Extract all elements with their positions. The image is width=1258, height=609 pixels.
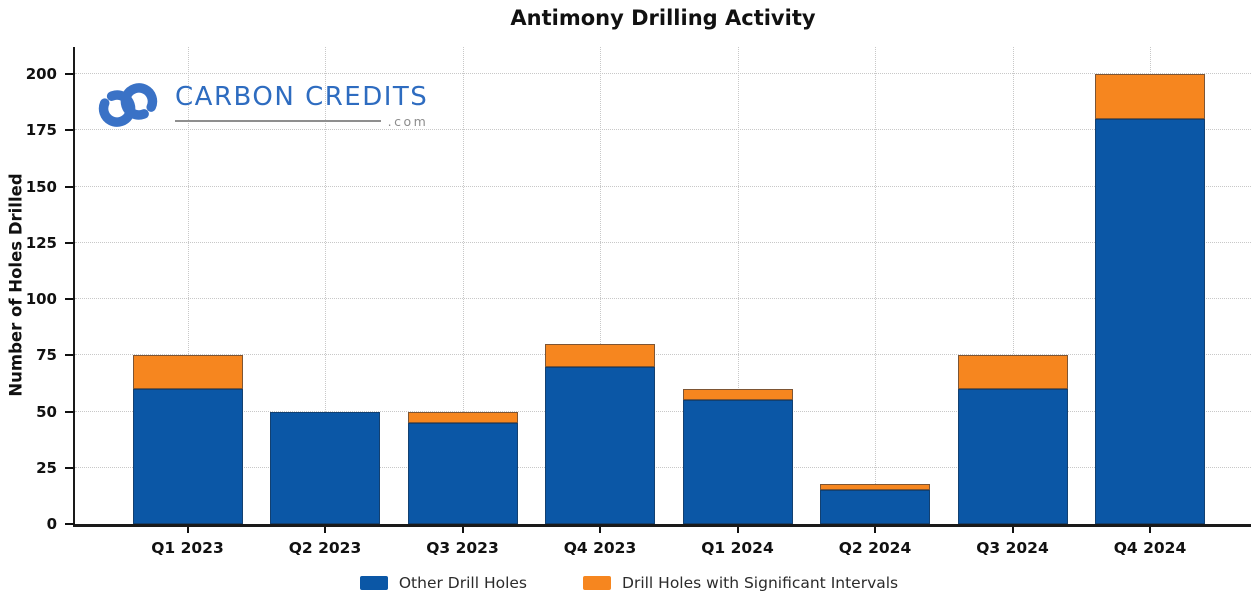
- bar-segment-significant-intervals: [820, 483, 930, 491]
- logo-rule: .com: [175, 114, 428, 129]
- x-tick-mark: [324, 527, 326, 533]
- bar-segment-significant-intervals: [682, 389, 793, 401]
- chart-title: Antimony Drilling Activity: [510, 6, 816, 30]
- y-tick-label: 75: [36, 346, 57, 365]
- bar-segment-other-drill-holes: [270, 411, 380, 524]
- logo-text: CARBON CREDITS .com: [175, 82, 428, 129]
- h-gridline: [75, 298, 1251, 299]
- x-tick-mark: [1011, 527, 1014, 533]
- bar-segment-significant-intervals: [132, 355, 243, 389]
- y-tick-label: 175: [25, 121, 57, 140]
- x-tick-mark: [186, 527, 189, 533]
- h-gridline: [75, 354, 1251, 356]
- v-gridline: [1012, 47, 1014, 524]
- legend: Other Drill Holes Drill Holes with Signif…: [0, 574, 1258, 592]
- x-tick-mark: [736, 527, 739, 533]
- carbon-credits-watermark: CARBON CREDITS .com: [91, 75, 428, 135]
- y-tick-mark: [65, 354, 75, 357]
- y-tick-mark: [65, 298, 75, 300]
- legend-label: Drill Holes with Significant Intervals: [622, 574, 899, 592]
- legend-item: Drill Holes with Significant Intervals: [583, 574, 898, 592]
- y-tick-mark: [65, 73, 75, 75]
- h-gridline: [75, 185, 1251, 187]
- x-tick-label: Q1 2024: [701, 539, 774, 557]
- v-gridline: [462, 47, 464, 524]
- plot-area: CARBON CREDITS .com 0 25 50 75 100 125 150 175 2…: [26, 47, 1251, 557]
- x-axis-spine: [72, 524, 1251, 527]
- h-gridline: [75, 241, 1251, 243]
- x-tick-label: Q4 2024: [1113, 539, 1187, 557]
- v-gridline: [600, 47, 601, 524]
- y-tick-mark: [65, 410, 75, 413]
- y-tick-mark: [65, 129, 75, 132]
- logo-brand: CARBON CREDITS: [175, 81, 429, 112]
- legend-swatch: [583, 576, 612, 590]
- h-gridline: [75, 410, 1251, 412]
- x-tick-mark: [461, 527, 464, 533]
- x-tick-label: Q2 2023: [288, 539, 362, 557]
- y-tick-label: 50: [36, 402, 57, 421]
- y-axis-spine: [72, 47, 75, 527]
- x-tick-mark: [599, 527, 601, 533]
- bar-segment-significant-intervals: [957, 355, 1068, 389]
- bar-segment-other-drill-holes: [132, 389, 243, 524]
- h-gridline: [75, 466, 1251, 468]
- bar-segment-other-drill-holes: [820, 490, 930, 524]
- logo-underline: [175, 120, 381, 122]
- y-tick-label: 150: [25, 177, 57, 196]
- bar-segment-other-drill-holes: [682, 400, 793, 524]
- bar-segment-other-drill-holes: [545, 366, 655, 524]
- bar-segment-other-drill-holes: [957, 389, 1068, 524]
- bar-segment-significant-intervals: [1095, 74, 1205, 119]
- x-tick-label: Q1 2023: [151, 539, 224, 557]
- y-tick-mark: [65, 466, 75, 469]
- x-tick-mark: [874, 527, 876, 533]
- logo-domain: .com: [387, 113, 429, 129]
- x-tick-label: Q3 2024: [976, 539, 1049, 557]
- y-tick-label: 25: [36, 458, 57, 477]
- v-gridline: [737, 47, 739, 524]
- infinity-loops-icon: [98, 83, 158, 127]
- legend-label: Other Drill Holes: [398, 574, 528, 592]
- y-tick-label: 100: [25, 290, 57, 308]
- legend-item: Other Drill Holes: [359, 574, 528, 592]
- y-tick-mark: [65, 185, 75, 188]
- bar-segment-significant-intervals: [545, 344, 655, 367]
- x-tick-mark: [1149, 527, 1151, 533]
- x-tick-label: Q3 2023: [426, 539, 499, 557]
- x-tick-label: Q2 2024: [838, 539, 912, 557]
- y-tick-label: 0: [46, 515, 57, 533]
- bar-segment-significant-intervals: [407, 411, 518, 423]
- bar-segment-other-drill-holes: [1095, 119, 1205, 524]
- v-gridline: [325, 47, 326, 524]
- v-gridline: [187, 47, 189, 524]
- y-tick-label: 200: [25, 65, 57, 83]
- x-tick-label: Q4 2023: [563, 539, 637, 557]
- y-tick-mark: [65, 241, 75, 244]
- h-gridline: [75, 73, 1251, 74]
- y-tick-label: 125: [25, 233, 57, 252]
- bar-segment-other-drill-holes: [407, 422, 518, 524]
- v-gridline: [875, 47, 876, 524]
- h-gridline: [75, 129, 1251, 131]
- legend-swatch: [359, 576, 388, 590]
- y-tick-mark: [65, 523, 75, 525]
